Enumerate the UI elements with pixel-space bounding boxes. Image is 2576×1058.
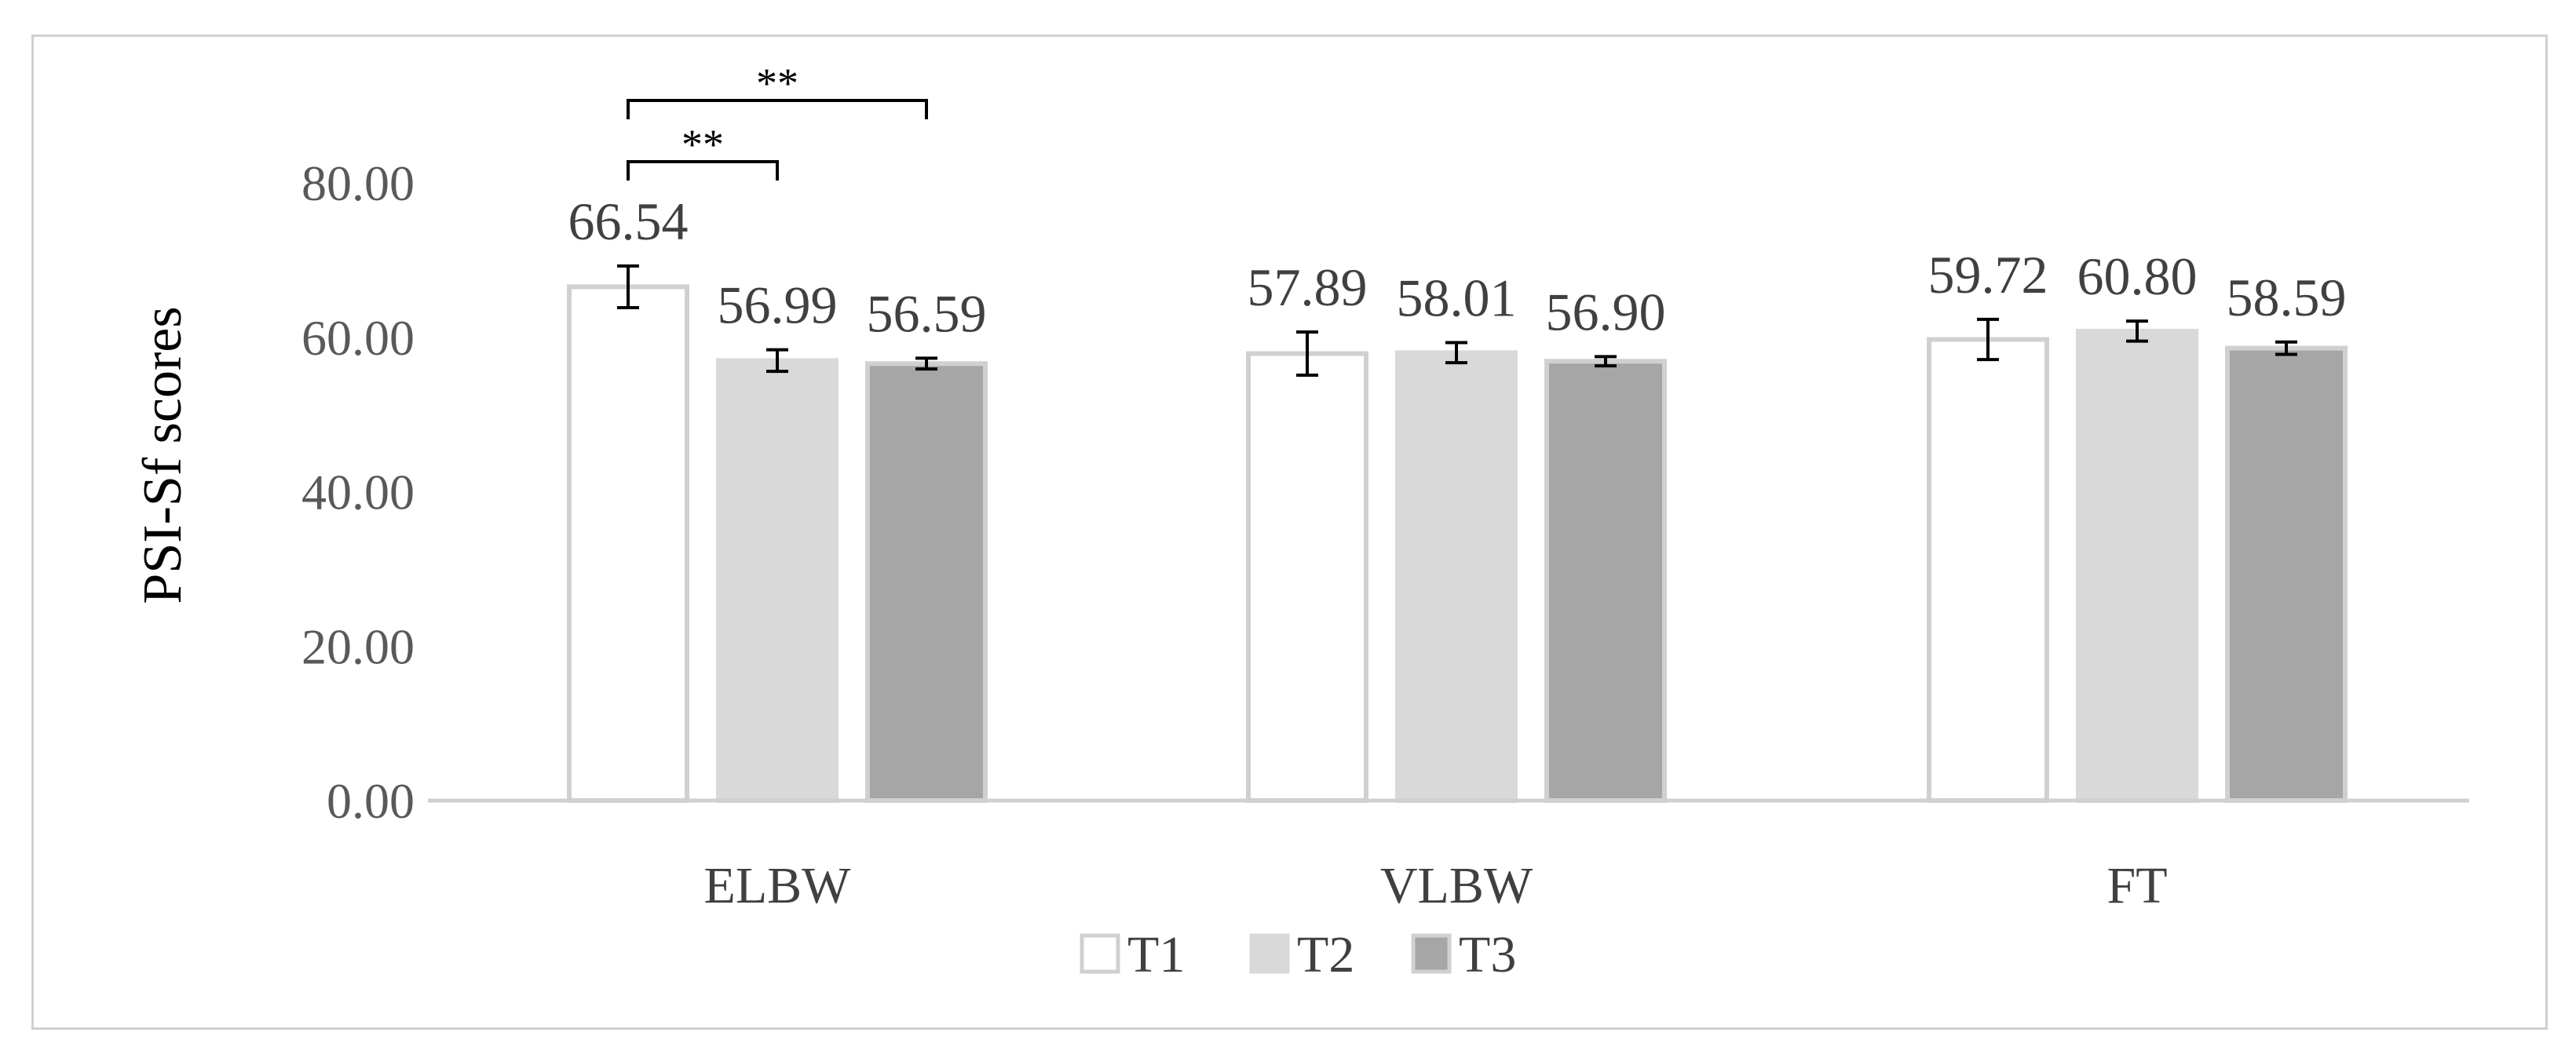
legend-item-t3: T3: [1411, 926, 1516, 983]
legend-label: T2: [1297, 926, 1354, 983]
error-bar: [1977, 317, 1999, 362]
error-bar: [915, 356, 937, 371]
x-category-label: ELBW: [704, 857, 852, 914]
error-bar: [2275, 340, 2297, 356]
y-axis-tick-labels: 0.00 20.00 40.00 60.00 80.00: [301, 155, 415, 829]
bar-vlbw-t2: [1395, 350, 1518, 804]
error-bar: [2126, 319, 2148, 343]
legend-item-t2: T2: [1249, 926, 1354, 983]
data-label: 60.80: [2077, 246, 2198, 306]
data-label: 56.59: [867, 283, 987, 343]
data-label: 57.89: [1248, 257, 1368, 317]
bar-vlbw-t3: [1544, 359, 1667, 803]
legend: T1 T2 T3: [1080, 926, 1516, 983]
bar-elbw-t1: [567, 284, 689, 804]
error-bar: [1296, 330, 1318, 378]
error-bars: [617, 264, 2297, 378]
data-label: 56.90: [1546, 282, 1666, 341]
y-tick-label: 80.00: [301, 155, 415, 211]
y-tick-label: 0.00: [327, 773, 415, 829]
data-label: 59.72: [1928, 245, 2048, 305]
legend-item-t1: T1: [1080, 926, 1185, 983]
significance-label: **: [756, 60, 798, 107]
error-bar: [617, 264, 639, 309]
error-bar: [766, 348, 788, 374]
error-bar: [1595, 355, 1617, 368]
data-label: 66.54: [568, 192, 689, 251]
data-label: 58.01: [1397, 268, 1517, 328]
error-bar: [1445, 341, 1467, 365]
x-axis-category-labels: ELBW VLBW FT: [704, 857, 2168, 914]
bar-ft-t3: [2225, 345, 2348, 804]
legend-label: T3: [1459, 926, 1516, 983]
x-category-label: FT: [2106, 857, 2167, 914]
data-labels: 66.54 57.89 59.72 56.99 58.01 60.80 56.59 56.90…: [568, 192, 2347, 344]
legend-label: T1: [1127, 926, 1185, 983]
y-tick-label: 20.00: [301, 618, 415, 674]
x-category-label: VLBW: [1380, 857, 1533, 914]
legend-swatch: [1249, 933, 1290, 974]
data-label: 58.59: [2227, 268, 2347, 327]
significance-bracket: **: [627, 121, 779, 181]
bar-ft-t1: [1927, 337, 2049, 803]
significance-brackets: ** **: [627, 60, 928, 181]
bar-vlbw-t1: [1246, 351, 1368, 803]
legend-swatch: [1080, 933, 1120, 974]
bar-ft-t2: [2076, 328, 2198, 803]
y-tick-label: 40.00: [301, 465, 415, 520]
bar-elbw-t3: [865, 361, 988, 803]
bar-elbw-t2: [716, 358, 839, 803]
y-axis-title: PSI-Sf scores: [133, 306, 193, 604]
data-label: 56.99: [718, 275, 838, 335]
significance-bracket: **: [627, 60, 928, 119]
y-tick-label: 60.00: [301, 310, 415, 366]
significance-label: **: [681, 121, 724, 168]
legend-swatch: [1411, 933, 1452, 974]
